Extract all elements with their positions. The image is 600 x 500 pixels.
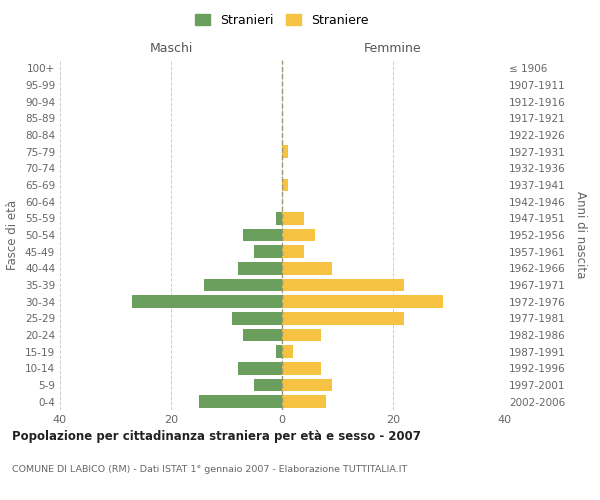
Bar [238,362,282,374]
Bar [238,262,282,274]
Bar [282,329,321,341]
Text: Maschi: Maschi [149,42,193,55]
Bar [277,346,282,358]
Bar [243,229,282,241]
Text: COMUNE DI LABICO (RM) - Dati ISTAT 1° gennaio 2007 - Elaborazione TUTTITALIA.IT: COMUNE DI LABICO (RM) - Dati ISTAT 1° ge… [12,465,407,474]
Bar [282,246,304,258]
Bar [282,146,287,158]
Bar [254,379,282,391]
Bar [277,212,282,224]
Text: Femmine: Femmine [364,42,422,55]
Bar [199,396,282,408]
Bar [232,312,282,324]
Text: Popolazione per cittadinanza straniera per età e sesso - 2007: Popolazione per cittadinanza straniera p… [12,430,421,443]
Legend: Stranieri, Straniere: Stranieri, Straniere [190,8,374,32]
Bar [204,279,282,291]
Bar [282,279,404,291]
Bar [282,379,332,391]
Bar [282,312,404,324]
Bar [254,246,282,258]
Bar [282,179,287,192]
Bar [132,296,282,308]
Bar [243,329,282,341]
Bar [282,229,316,241]
Bar [282,362,321,374]
Bar [282,396,326,408]
Bar [282,346,293,358]
Bar [282,296,443,308]
Bar [282,262,332,274]
Bar [282,212,304,224]
Y-axis label: Fasce di età: Fasce di età [7,200,19,270]
Y-axis label: Anni di nascita: Anni di nascita [574,192,587,278]
